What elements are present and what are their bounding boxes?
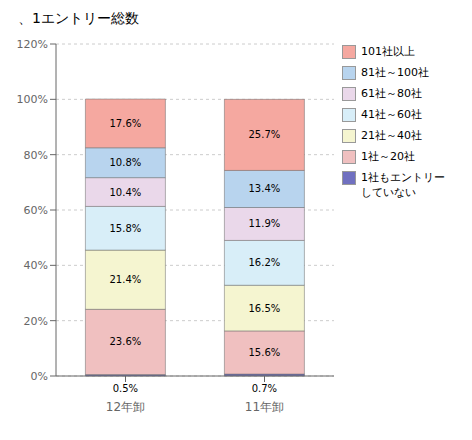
svg-text:16.5%: 16.5% bbox=[249, 303, 281, 314]
svg-text:0.5%: 0.5% bbox=[113, 383, 138, 394]
svg-text:11.9%: 11.9% bbox=[249, 218, 281, 229]
svg-text:25.7%: 25.7% bbox=[249, 129, 281, 140]
html-text:81社～100社: 81社～100社 bbox=[361, 66, 429, 79]
svg-text:100%: 100% bbox=[17, 93, 48, 106]
svg-text:23.6%: 23.6% bbox=[110, 336, 142, 347]
html-text:101社以上: 101社以上 bbox=[361, 45, 415, 58]
svg-text:0%: 0% bbox=[31, 370, 48, 383]
svg-text:21.4%: 21.4% bbox=[110, 274, 142, 285]
svg-text:17.6%: 17.6% bbox=[110, 118, 142, 129]
svg-text:10.8%: 10.8% bbox=[110, 157, 142, 168]
svg-text:16.2%: 16.2% bbox=[249, 257, 281, 268]
html-text:41社～60社: 41社～60社 bbox=[361, 108, 422, 121]
svg-text:0.7%: 0.7% bbox=[252, 383, 277, 394]
html-text:61社～80社: 61社～80社 bbox=[361, 87, 422, 100]
svg-text:60%: 60% bbox=[24, 204, 48, 217]
svg-text:20%: 20% bbox=[24, 315, 48, 328]
html-text:1社もエントリー: 1社もエントリー bbox=[361, 171, 445, 184]
html-text:21社～40社: 21社～40社 bbox=[361, 129, 422, 142]
svg-text:80%: 80% bbox=[24, 149, 48, 162]
svg-text:15.6%: 15.6% bbox=[249, 347, 281, 358]
svg-text:13.4%: 13.4% bbox=[249, 183, 281, 194]
svg-text:15.8%: 15.8% bbox=[110, 223, 142, 234]
svg-text:40%: 40% bbox=[24, 259, 48, 272]
svg-text:12年卸: 12年卸 bbox=[106, 400, 145, 414]
svg-text:10.4%: 10.4% bbox=[110, 187, 142, 198]
html-text:、1エントリー総数: 、1エントリー総数 bbox=[18, 10, 139, 26]
svg-text:11年卸: 11年卸 bbox=[245, 400, 284, 414]
html-text:1社～20社: 1社～20社 bbox=[361, 150, 415, 163]
html-text:していない: していない bbox=[361, 186, 416, 199]
svg-text:120%: 120% bbox=[17, 38, 48, 51]
